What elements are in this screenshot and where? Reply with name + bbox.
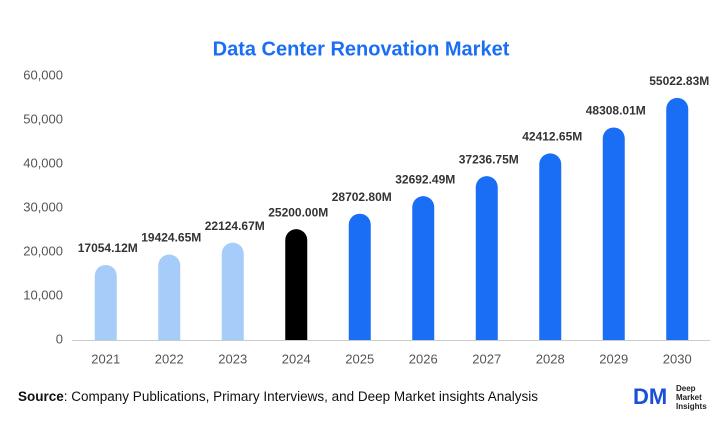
x-tick-label: 2028 — [536, 351, 565, 366]
y-tick-label: 40,000 — [23, 155, 63, 170]
x-tick-label: 2021 — [91, 351, 120, 366]
chart-title: Data Center Renovation Market — [213, 38, 510, 60]
y-tick-label: 0 — [56, 331, 63, 346]
x-tick-label: 2026 — [409, 351, 438, 366]
x-tick-label: 2024 — [282, 351, 311, 366]
bar — [412, 196, 435, 340]
value-label: 32692.49M — [395, 172, 455, 186]
value-label: 25200.00M — [268, 205, 328, 219]
y-tick-label: 20,000 — [23, 243, 63, 258]
value-label: 48308.01M — [586, 104, 646, 118]
value-label: 28702.80M — [332, 190, 392, 204]
value-label: 55022.83M — [649, 74, 709, 88]
y-tick-label: 30,000 — [23, 199, 63, 214]
logo-text: Market — [676, 393, 702, 402]
source: Source: Company Publications, Primary In… — [18, 389, 538, 404]
x-tick-label: 2022 — [155, 351, 184, 366]
bar — [348, 213, 371, 340]
logo-text: Insights — [676, 402, 707, 411]
bar — [602, 127, 625, 340]
x-tick-label: 2023 — [218, 351, 247, 366]
source-label: Source — [18, 389, 64, 404]
value-label: 42412.65M — [522, 130, 582, 144]
x-tick-label: 2027 — [472, 351, 501, 366]
logo-mark: DM — [633, 384, 667, 409]
value-label: 22124.67M — [205, 219, 265, 233]
bar — [285, 229, 308, 340]
x-tick-label: 2029 — [599, 351, 628, 366]
bar — [158, 254, 181, 340]
value-label: 19424.65M — [141, 231, 201, 245]
x-tick-label: 2030 — [663, 351, 692, 366]
bar — [539, 153, 562, 340]
bar — [475, 176, 498, 340]
logo-text: Deep — [676, 384, 696, 393]
bar — [666, 97, 689, 340]
y-tick-label: 50,000 — [23, 111, 63, 126]
y-tick-label: 60,000 — [23, 67, 63, 82]
value-label: 17054.12M — [78, 241, 138, 255]
y-tick-label: 10,000 — [23, 287, 63, 302]
x-tick-label: 2025 — [345, 351, 374, 366]
value-label: 37236.75M — [459, 152, 519, 166]
bar — [221, 242, 244, 340]
bar — [94, 264, 117, 340]
source-text: : Company Publications, Primary Intervie… — [64, 389, 538, 404]
